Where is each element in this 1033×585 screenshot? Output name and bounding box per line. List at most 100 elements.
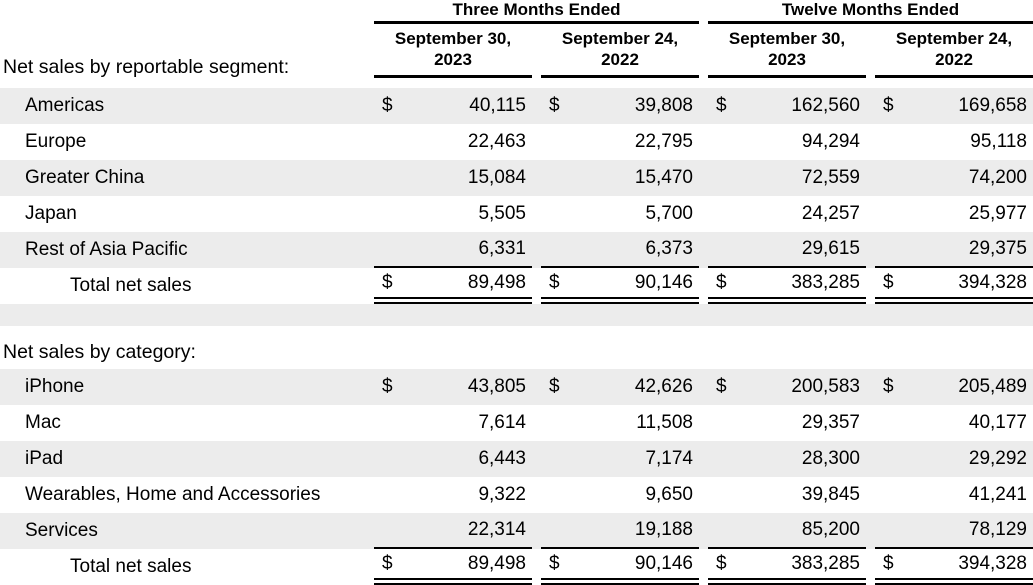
- column-gap: [532, 88, 541, 124]
- value-cell: 40,115: [402, 88, 532, 124]
- column-gap: [532, 369, 541, 405]
- section-label-row: Net sales by category:: [0, 334, 1033, 369]
- dollar-sign: [374, 160, 402, 196]
- header-spacer: [0, 0, 374, 24]
- dollar-sign: $: [541, 369, 569, 405]
- value-cell: 41,241: [968, 484, 1027, 506]
- row-label: iPhone: [0, 369, 374, 405]
- dollar-sign: [875, 405, 903, 441]
- value-cell: 22,463: [467, 131, 526, 153]
- dollar-sign: $: [875, 549, 903, 585]
- dollar-sign: $: [708, 88, 736, 124]
- section-spacer: [0, 326, 1033, 334]
- value-cell: 169,658: [903, 88, 1033, 124]
- column-gap: [866, 549, 875, 585]
- column-gap: [699, 513, 708, 549]
- section-label-category: Net sales by category:: [3, 340, 196, 363]
- dollar-sign: [708, 405, 736, 441]
- value-cell: 394,328: [903, 268, 1033, 304]
- dollar-sign: $: [374, 549, 402, 585]
- value-cell: 205,489: [903, 369, 1033, 405]
- value-cell: 9,650: [645, 484, 693, 506]
- column-gap: [699, 441, 708, 477]
- table-row: Japan 5,505 5,700 24,257 25,977: [0, 196, 1033, 232]
- column-gap: [866, 369, 875, 405]
- row-label: Mac: [25, 412, 61, 434]
- dollar-sign: [374, 405, 402, 441]
- row-label: Japan: [25, 203, 77, 225]
- dollar-sign: $: [374, 88, 402, 124]
- header-gap-row: [0, 78, 1033, 88]
- dollar-sign: $: [541, 268, 569, 304]
- dollar-sign: [541, 124, 569, 160]
- column-gap: [699, 160, 708, 196]
- column-gap: [866, 124, 875, 160]
- value-cell: 29,292: [903, 441, 1033, 477]
- column-gap: [532, 124, 541, 160]
- value-cell: 7,174: [569, 441, 699, 477]
- value-cell: 29,357: [801, 412, 860, 434]
- dollar-sign: [374, 441, 402, 477]
- value-cell: 22,314: [402, 513, 532, 549]
- row-label: Greater China: [0, 160, 374, 196]
- dollar-sign: [708, 232, 736, 268]
- dollar-sign: [541, 196, 569, 232]
- column-gap: [699, 124, 708, 160]
- value-cell: 162,560: [736, 88, 866, 124]
- value-cell: 29,375: [903, 232, 1033, 268]
- column-gap: [699, 477, 708, 513]
- value-cell: 19,188: [569, 513, 699, 549]
- row-label: Services: [0, 513, 374, 549]
- col-header-date: September 30, 2023: [374, 24, 532, 78]
- value-cell: 6,373: [569, 232, 699, 268]
- column-gap: [699, 0, 708, 24]
- dollar-sign: $: [374, 268, 402, 304]
- value-cell: 89,498: [402, 268, 532, 304]
- dollar-sign: [875, 124, 903, 160]
- value-cell: 22,795: [634, 131, 693, 153]
- value-cell: 5,505: [478, 203, 526, 225]
- column-gap: [866, 268, 875, 304]
- dollar-sign: [374, 124, 402, 160]
- table-row: Wearables, Home and Accessories 9,322 9,65…: [0, 477, 1033, 513]
- value-cell: 383,285: [736, 268, 866, 304]
- column-gap: [866, 232, 875, 268]
- col-header-date: September 24, 2022: [541, 24, 699, 78]
- table-row: Europe 22,463 22,795 94,294 95,118: [0, 124, 1033, 160]
- section-spacer: [0, 304, 1033, 326]
- dollar-sign: [708, 477, 736, 513]
- table-row: Total net sales $89,498 $90,146 $383,285 $39…: [0, 549, 1033, 585]
- value-cell: 24,257: [801, 203, 860, 225]
- row-label: Wearables, Home and Accessories: [25, 484, 321, 506]
- row-label: Total net sales: [70, 275, 192, 297]
- dollar-sign: [374, 477, 402, 513]
- value-cell: 39,808: [569, 88, 699, 124]
- value-cell: 40,177: [968, 412, 1027, 434]
- dollar-sign: [541, 513, 569, 549]
- column-gap: [532, 232, 541, 268]
- column-gap: [699, 196, 708, 232]
- value-cell: 85,200: [736, 513, 866, 549]
- dollar-sign: $: [708, 369, 736, 405]
- col-header-date: September 24, 2022: [875, 24, 1033, 78]
- value-cell: 78,129: [903, 513, 1033, 549]
- dollar-sign: $: [374, 369, 402, 405]
- column-gap: [866, 196, 875, 232]
- row-label: iPad: [0, 441, 374, 477]
- column-gap: [532, 268, 541, 304]
- value-cell: 25,977: [968, 203, 1027, 225]
- dollar-sign: [875, 477, 903, 513]
- header-gap: [0, 78, 1033, 88]
- dollar-sign: [708, 124, 736, 160]
- column-gap: [866, 477, 875, 513]
- dollar-sign: [541, 477, 569, 513]
- dollar-sign: [541, 232, 569, 268]
- column-gap: [532, 477, 541, 513]
- column-gap: [866, 160, 875, 196]
- table-row: iPad 6,443 7,174 28,300 29,292: [0, 441, 1033, 477]
- dollar-sign: [708, 196, 736, 232]
- spacer-cell: [0, 326, 1033, 334]
- column-gap: [699, 369, 708, 405]
- column-gap: [532, 441, 541, 477]
- header-date-row: Net sales by reportable segment: Septemb…: [0, 24, 1033, 78]
